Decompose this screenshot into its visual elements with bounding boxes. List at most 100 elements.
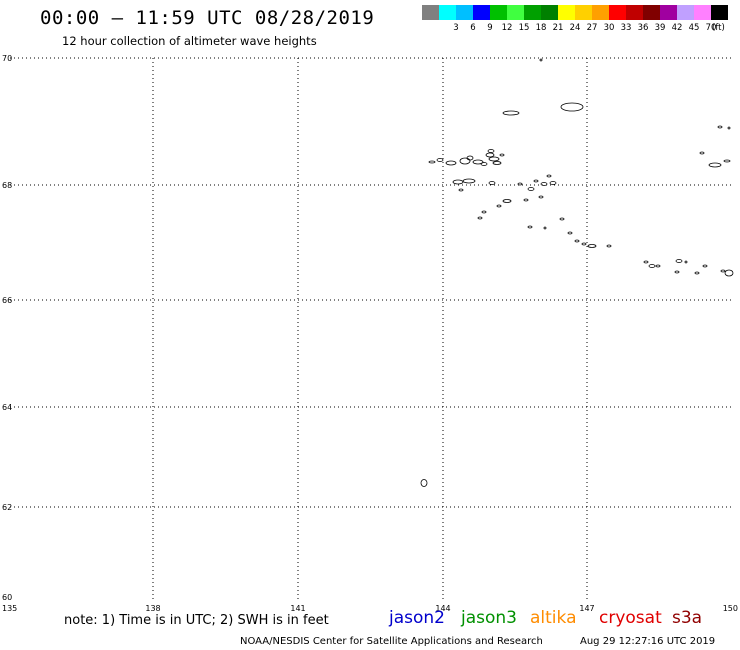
legend-cryosat: cryosat [599,608,662,628]
island-outline [587,244,597,248]
island-outline [684,260,688,264]
legend-altika: altika [530,608,577,628]
island-outline [517,182,523,186]
scale-label: 9 [487,23,493,33]
legend-s3a: s3a [672,608,703,628]
scale-label: 70 [705,23,717,33]
legend-jason2: jason2 [389,608,445,628]
scale-label: 45 [688,23,700,33]
scale-swatch [473,5,490,20]
scale-swatch [541,5,558,20]
scale-swatch [643,5,660,20]
scale-swatch [626,5,643,20]
scale-swatch [592,5,609,20]
legend-jason3: jason3 [461,608,517,628]
scale-units: (ft) [712,23,725,33]
island-outline [674,270,680,274]
scale-label: 15 [518,23,530,33]
island-outline [436,158,444,162]
island-outline [543,226,547,230]
scale-label: 21 [552,23,564,33]
island-outline [694,271,700,275]
latitude-label: 66 [2,296,12,305]
island-outline [477,216,483,220]
island-outline [540,182,548,186]
scale-swatch [694,5,711,20]
island-outline [496,204,502,208]
island-outline [523,198,529,202]
island-outline [539,58,543,62]
island-outline [459,157,471,165]
wave-height-color-scale: 3 6 9 12 15 18 21 24 27 30 33 36 39 42 45 70 [422,5,728,35]
island-outline [717,125,723,129]
island-outline [581,242,587,246]
scale-swatch [490,5,507,20]
island-outline [549,181,557,185]
longitude-label: 147 [579,604,594,613]
scale-swatch [439,5,456,20]
footer-timestamp: Aug 29 12:27:16 UTC 2019 [580,636,716,647]
island-outline [480,162,488,166]
footer-note: note: 1) Time is in UTC; 2) SWH is in fe… [64,613,329,628]
coastline-islands [420,58,734,487]
latitude-label: 62 [2,503,12,512]
island-outline [643,260,649,264]
scale-swatch [524,5,541,20]
island-outline [481,210,487,214]
island-outline [533,179,539,183]
island-outline [492,161,502,165]
island-outline [559,217,565,221]
island-outline [655,264,661,268]
island-outline [485,152,495,158]
scale-label: 27 [586,23,598,33]
island-outline [487,149,495,153]
scale-swatch [677,5,694,20]
island-outline [702,264,708,268]
island-outline [527,225,533,229]
scale-label: 39 [654,23,666,33]
chart-subtitle: 12 hour collection of altimeter wave hei… [62,34,317,48]
scale-label: 36 [637,23,649,33]
island-outline [488,181,496,185]
island-outline [546,174,552,178]
scale-swatch [507,5,524,20]
island-outline [428,160,436,164]
latitude-label: 60 [2,593,12,602]
island-outline [452,179,464,185]
longitude-label: 135 [2,604,17,613]
scale-swatch [660,5,677,20]
island-outline [488,156,500,162]
island-outline [527,187,535,191]
latitude-label: 68 [2,181,12,190]
scale-label: 6 [470,23,476,33]
scale-swatch [609,5,626,20]
island-outline [499,153,505,157]
scale-label: 24 [569,23,581,33]
island-outline [574,239,580,243]
longitude-label: 141 [290,604,305,613]
longitude-label: 150 [723,604,738,613]
scale-swatch [558,5,575,20]
map-tick-labels: 70 68 66 64 62 60 135 138 141 144 147 150 [2,54,738,613]
island-outline [462,178,476,184]
chart-title: 00:00 – 11:59 UTC 08/28/2019 [40,7,375,29]
scale-label: 3 [453,23,459,33]
scale-swatch [711,5,728,20]
island-outline [708,162,722,168]
scale-label: 12 [501,23,513,33]
longitude-label: 138 [145,604,160,613]
latitude-label: 64 [2,403,12,412]
scale-swatch [422,5,439,20]
island-outline [606,244,612,248]
island-outline [720,269,726,273]
island-outline [727,126,731,130]
map-grid [10,57,732,602]
island-outline [723,159,731,163]
scale-label: 33 [620,23,632,33]
island-outline [458,188,464,192]
island-outline [538,195,544,199]
island-outline [699,151,705,155]
scale-swatch [575,5,592,20]
island-outline [420,479,428,487]
